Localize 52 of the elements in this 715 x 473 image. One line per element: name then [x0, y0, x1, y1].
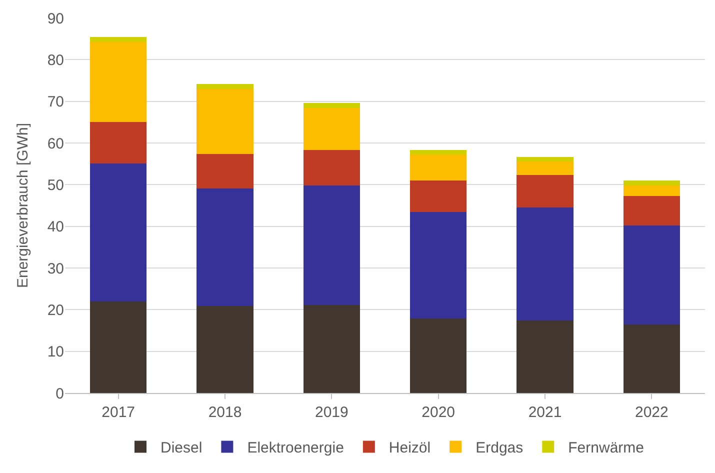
bar: [196, 306, 254, 393]
bar: [623, 186, 680, 196]
y-tick-label: 70: [47, 94, 64, 111]
bar: [196, 84, 254, 89]
bar: [90, 163, 147, 302]
bar: [410, 180, 467, 212]
bar: [410, 318, 467, 393]
y-tick-label: 80: [47, 52, 64, 69]
bar: [410, 154, 467, 180]
bar: [516, 320, 574, 393]
legend-label: Diesel: [160, 440, 202, 457]
bar: [623, 324, 680, 393]
bar: [410, 212, 467, 318]
bar: [516, 156, 574, 162]
bar: [90, 42, 147, 122]
bar: [90, 37, 147, 42]
legend-label: Fernwärme: [568, 440, 644, 457]
y-tick-label: 30: [47, 260, 64, 278]
bar: [196, 154, 254, 188]
bar: [303, 305, 360, 393]
legend-label: Erdgas: [476, 440, 524, 457]
x-tick-label: 2017: [102, 404, 136, 421]
y-tick-label: 10: [47, 344, 64, 361]
bar: [303, 150, 360, 186]
x-tick-label: 2019: [314, 404, 348, 421]
bar: [90, 301, 147, 393]
y-tick-label: 90: [47, 10, 64, 28]
bar: [303, 108, 360, 150]
legend-label: Heizöl: [388, 440, 431, 457]
bar: [516, 175, 574, 208]
bar: [623, 196, 680, 226]
y-tick-label: 60: [47, 135, 64, 152]
bar: [516, 208, 574, 320]
bar: [196, 88, 254, 154]
y-tick-label: 50: [47, 176, 64, 194]
y-axis-title: Energieverbrauch [GWh]: [14, 122, 32, 288]
bar: [303, 186, 360, 306]
legend-label: Elektroenergie: [247, 440, 344, 457]
y-tick-label: 20: [47, 302, 64, 319]
bar: [196, 188, 254, 306]
bar: [410, 150, 467, 155]
y-tick-label: 40: [47, 218, 64, 236]
bar: [303, 103, 360, 108]
y-tick-label: 0: [56, 385, 64, 402]
x-tick-label: 2020: [422, 404, 456, 421]
bar: [623, 180, 680, 186]
bar: [623, 226, 680, 324]
x-tick-label: 2018: [208, 404, 242, 421]
x-tick-label: 2021: [528, 404, 562, 421]
bar: [90, 122, 147, 164]
x-tick-label: 2022: [634, 404, 668, 421]
bar: [516, 161, 574, 176]
